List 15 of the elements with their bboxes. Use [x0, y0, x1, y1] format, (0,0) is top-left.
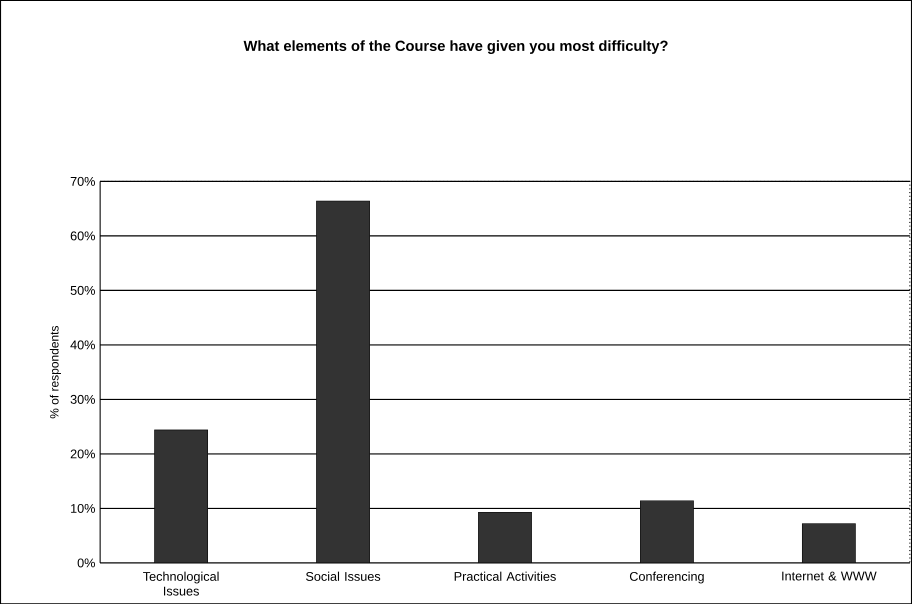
- y-tick-label: 70%: [70, 176, 95, 186]
- y-tick-label: 50%: [70, 286, 95, 295]
- x-tick-label: Technological Issues: [143, 571, 219, 596]
- x-tick-label: Conferencing: [630, 571, 704, 584]
- y-tick-label: 10%: [71, 504, 95, 513]
- x-tick-label: Social Issues: [306, 571, 380, 581]
- y-tick-label: 0%: [78, 558, 95, 568]
- chart-title: What elements of the Course have given you most difficulty?: [244, 40, 668, 54]
- x-tick-label: Practical Activities: [454, 571, 556, 581]
- y-tick-label: 30%: [70, 394, 95, 404]
- y-axis-title: % of respondents: [50, 326, 61, 418]
- y-tick-label: 20%: [70, 449, 95, 458]
- y-tick-label: 60%: [70, 231, 95, 240]
- x-tick-label: Internet & WWW: [782, 571, 877, 580]
- y-tick-label: 40%: [70, 340, 95, 350]
